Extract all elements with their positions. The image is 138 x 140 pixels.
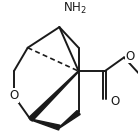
Text: O: O: [9, 89, 18, 102]
Polygon shape: [59, 110, 80, 128]
Polygon shape: [29, 71, 79, 121]
Polygon shape: [30, 119, 60, 130]
Text: O: O: [125, 50, 135, 63]
Text: NH$_2$: NH$_2$: [63, 1, 87, 16]
Text: O: O: [110, 95, 120, 108]
